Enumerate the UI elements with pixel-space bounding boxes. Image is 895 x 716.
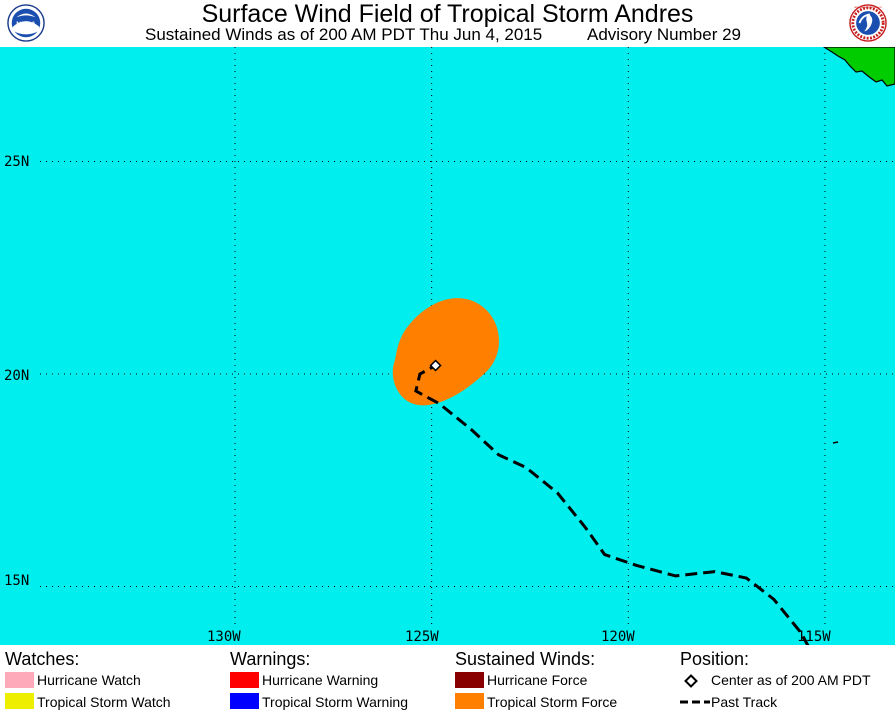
hurricane-watch-swatch <box>5 672 34 688</box>
nws-logo-text: NATIONAL WEATHER SERVICE <box>854 6 883 9</box>
advisory-number-text: Advisory Number 29 <box>587 25 742 44</box>
warnings-heading: Warnings: <box>230 649 311 669</box>
small-island <box>832 441 839 444</box>
tropical-storm-warning-swatch <box>230 693 259 709</box>
center-position-label: Center as of 200 AM PDT <box>711 672 871 688</box>
tropical-storm-watch-label: Tropical Storm Watch <box>37 694 171 710</box>
valid-time-text: Sustained Winds as of 200 AM PDT Thu Jun… <box>145 25 543 44</box>
lon-label-120w: 120W <box>601 629 635 645</box>
map-title: Surface Wind Field of Tropical Storm And… <box>201 0 694 28</box>
hurricane-warning-swatch <box>230 672 259 688</box>
lat-label-20n: 20N <box>4 368 29 384</box>
legend: Watches: Hurricane Watch Tropical Storm … <box>0 645 895 716</box>
nws-logo-icon: NATIONAL WEATHER SERVICE <box>849 4 887 42</box>
lon-label-130w: 130W <box>207 629 241 645</box>
tropical-storm-watch-swatch <box>5 693 34 709</box>
latitude-labels: 25N 20N 15N <box>4 154 29 589</box>
past-track-label: Past Track <box>711 694 778 710</box>
hurricane-force-label: Hurricane Force <box>487 672 588 688</box>
past-track-icon <box>680 700 710 704</box>
map-view[interactable]: 25N 20N 15N 130W 125W 120W 115W <box>0 47 895 645</box>
hurricane-warning-label: Hurricane Warning <box>262 672 379 688</box>
hurricane-force-swatch <box>455 672 484 688</box>
lat-label-15n: 15N <box>4 573 29 589</box>
lat-lon-grid <box>40 47 895 628</box>
lat-label-25n: 25N <box>4 154 29 170</box>
hurricane-watch-label: Hurricane Watch <box>37 672 141 688</box>
noaa-logo-text: NOAA <box>16 21 36 28</box>
past-track-line <box>414 364 810 645</box>
land-mass <box>822 47 895 87</box>
storm-center-icon[interactable] <box>429 359 442 372</box>
lon-label-125w: 125W <box>405 629 439 645</box>
center-diamond-icon <box>684 674 698 688</box>
header: Surface Wind Field of Tropical Storm And… <box>0 0 895 47</box>
longitude-labels: 130W 125W 120W 115W <box>207 629 831 645</box>
tropical-storm-force-swatch <box>455 693 484 709</box>
tropical-storm-warning-label: Tropical Storm Warning <box>262 694 409 710</box>
noaa-logo-icon: NOAA <box>7 4 45 42</box>
sustained-winds-heading: Sustained Winds: <box>455 649 596 669</box>
watches-heading: Watches: <box>5 649 80 669</box>
lon-label-115w: 115W <box>797 629 831 645</box>
tropical-storm-force-label: Tropical Storm Force <box>487 694 618 710</box>
position-heading: Position: <box>680 649 750 669</box>
